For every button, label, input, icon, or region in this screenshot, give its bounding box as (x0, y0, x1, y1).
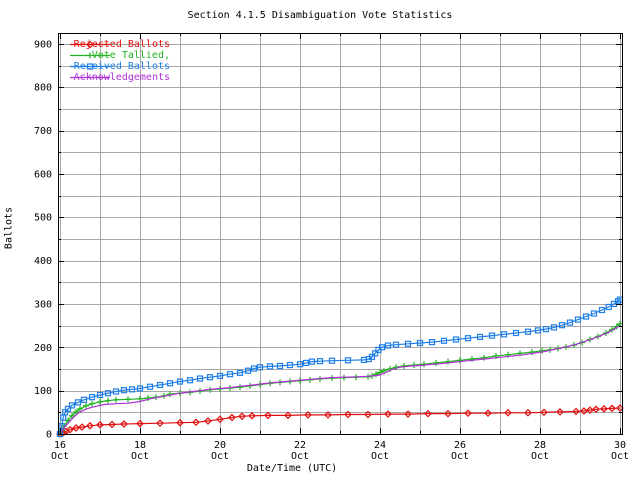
y-tick-label: 100 (34, 386, 52, 397)
series-rejected-ballots (56, 404, 624, 438)
y-tick-label: 200 (34, 343, 52, 354)
series-acknowledgements (59, 325, 621, 435)
x-tick-label-month: Oct (531, 451, 549, 462)
y-tick-label: 500 (34, 213, 52, 224)
x-tick-label-day: 24 (374, 440, 386, 451)
x-tick-label-month: Oct (211, 451, 229, 462)
x-tick-label-day: 28 (534, 440, 546, 451)
chart-title: Section 4.1.5 Disambiguation Vote Statis… (187, 10, 453, 21)
y-tick-label: 900 (34, 39, 52, 50)
x-tick-label-month: Oct (611, 451, 629, 462)
axis-ticks (58, 33, 622, 435)
y-tick-label: 0 (46, 430, 52, 441)
y-tick-label: 300 (34, 299, 52, 310)
y-tick-label: 600 (34, 169, 52, 180)
x-tick-label-month: Oct (131, 451, 149, 462)
y-axis-label: Ballots (3, 206, 15, 250)
y-tick-label: 700 (34, 126, 52, 137)
x-tick-label-day: 16 (54, 440, 66, 451)
x-tick-label-day: 20 (214, 440, 226, 451)
x-axis-label: Date/Time (UTC) (246, 463, 338, 474)
x-tick-label-day: 18 (134, 440, 146, 451)
tick-labels: 010020030040050060070080090016Oct18Oct20… (34, 39, 629, 462)
y-tick-label: 400 (34, 256, 52, 267)
x-tick-label-month: Oct (451, 451, 469, 462)
x-tick-label-day: 26 (454, 440, 466, 451)
x-tick-label-day: 30 (614, 440, 626, 451)
y-tick-label: 800 (34, 83, 52, 94)
x-tick-label-month: Oct (51, 451, 69, 462)
x-tick-label-month: Oct (291, 451, 309, 462)
series-received-ballots (56, 296, 624, 438)
x-tick-label-day: 22 (294, 440, 306, 451)
grid (58, 33, 622, 434)
x-tick-label-month: Oct (371, 451, 389, 462)
